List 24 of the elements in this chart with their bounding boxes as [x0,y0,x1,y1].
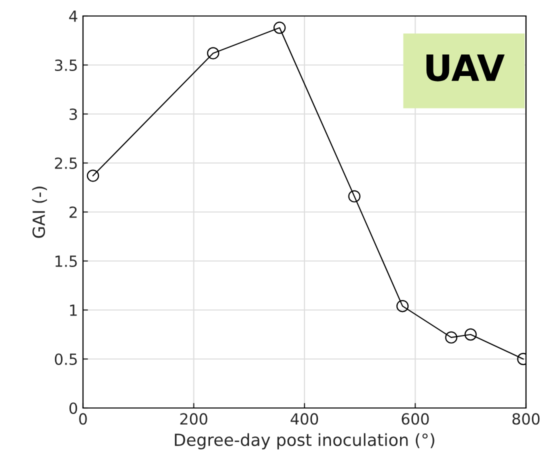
y-axis-title: GAI (-) [32,186,48,238]
y-tick-label: 0 [69,402,78,414]
point [464,328,477,341]
point [86,170,100,182]
point [207,47,220,60]
y-tick-label: 2 [70,206,77,218]
x-axis-title: Degree-day post inoculation (°) [174,433,434,450]
x-tick-label: 600 [402,413,429,425]
point [396,300,409,312]
y-tick-label: 3.5 [55,59,77,72]
x-tick-label: 0 [79,413,87,425]
y-tick-label: 3 [70,108,77,120]
point [273,22,286,34]
y-tick-label: 4 [69,10,78,22]
x-tick-label: 400 [290,413,318,425]
x-tick-label: 200 [180,413,208,425]
x-tick-label: 800 [512,413,540,425]
point [445,331,458,344]
annotation: UAV [426,54,505,82]
y-tick-label: 2.5 [54,157,77,170]
y-tick-label: 1.5 [56,256,77,268]
y-tick-label: 0.5 [54,353,77,366]
point [348,190,360,202]
y-tick-label: 1 [70,304,77,316]
